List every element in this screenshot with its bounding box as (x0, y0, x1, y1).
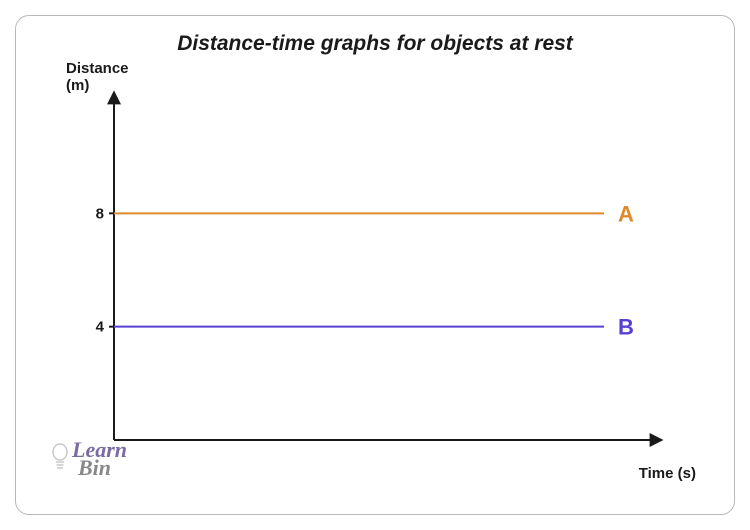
chart-svg: 4 8 A B (36, 60, 716, 480)
chart-card: Distance-time graphs for objects at rest… (15, 15, 735, 515)
lightbulb-icon (50, 442, 70, 477)
logo-text: Learn Bin (72, 441, 127, 478)
series-label-b: B (618, 315, 634, 340)
chart-area: Distance (m) 48AB Time (s) Learn Bin (36, 60, 714, 490)
y-tick-label: 4 (96, 319, 105, 336)
series-label-a: A (618, 201, 634, 226)
chart-title: Distance-time graphs for objects at rest (36, 32, 714, 56)
logo-text-part2: Bin (78, 455, 111, 480)
x-axis-label: Time (s) (639, 465, 696, 482)
y-tick-label: 8 (96, 205, 104, 222)
logo: Learn Bin (50, 441, 127, 478)
